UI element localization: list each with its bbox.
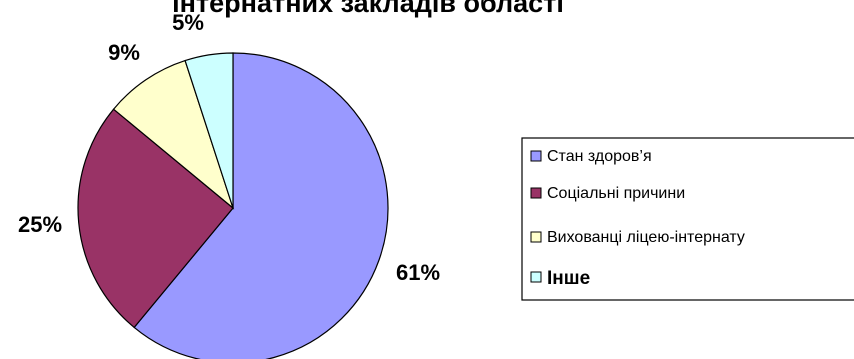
value-label-lyceum: 9% [108, 40, 140, 65]
chart-title: інтернатних закладів області [172, 0, 564, 18]
legend-swatch-other [530, 271, 542, 283]
pie-slice-social [77, 108, 234, 329]
value-label-health: 61% [396, 260, 440, 285]
legend-label-health: Стан здоров’я [547, 148, 652, 165]
pie-slices [77, 52, 389, 359]
legend-swatch-social [530, 187, 542, 199]
legend-label-lyceum: Вихованці ліцею-інтернату [547, 229, 745, 246]
value-label-other: 5% [172, 10, 204, 35]
legend-swatch-lyceum [530, 231, 542, 243]
pie-slice-other [184, 52, 234, 209]
legend-frame [521, 137, 854, 301]
value-label-social: 25% [18, 212, 62, 237]
legend-label-other: Інше [547, 268, 590, 289]
legend-label-social: Соціальні причини [547, 185, 685, 202]
legend: Стан здоров’я Соціальні причини Вихованц… [521, 137, 854, 301]
pie-slice-lyceum [112, 59, 235, 210]
legend-swatch-health [530, 150, 542, 162]
pie-value-labels: 61% 25% 9% 5% [18, 10, 440, 285]
pie-slice-health [133, 52, 389, 359]
